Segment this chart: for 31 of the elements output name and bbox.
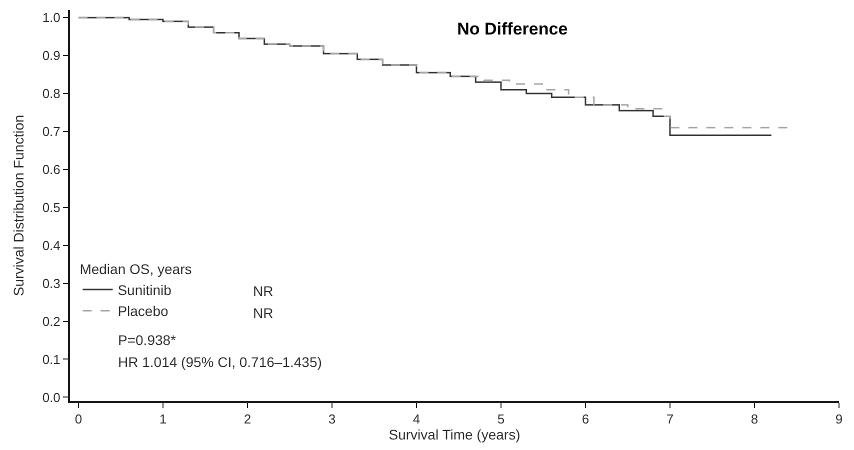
x-tick-label: 1 (159, 412, 167, 427)
y-tick-label: 0.3 (42, 276, 60, 291)
x-tick-label: 2 (244, 412, 252, 427)
x-tick-label: 5 (497, 412, 505, 427)
y-tick-label: 0.2 (42, 314, 60, 329)
x-tick-label: 4 (412, 412, 420, 427)
x-tick-label: 3 (328, 412, 336, 427)
annotation: HR 1.014 (95% CI, 0.716–1.435) (118, 354, 322, 370)
text: No Difference (457, 19, 568, 38)
y-axis-title: Survival Distribution Function (10, 114, 26, 296)
y-tick-label: 1.0 (42, 10, 60, 26)
y-tick-label: 0.8 (42, 86, 60, 102)
legend-label: Sunitinib (118, 282, 172, 298)
legend-title: Median OS, years (80, 260, 192, 277)
y-tick-label: 0.4 (42, 238, 60, 253)
legend-label: Placebo (118, 303, 168, 320)
y-tick-label: 0.9 (42, 48, 60, 64)
y-tick-label: 0.7 (42, 124, 60, 140)
x-tick-label: 6 (582, 412, 590, 427)
x-tick-label: 0 (74, 412, 82, 427)
annotation: NR (253, 283, 274, 299)
x-axis-title: Survival Time (years) (388, 426, 520, 443)
annotation: NR (253, 305, 274, 321)
y-tick-label: 0.0 (42, 390, 60, 405)
y-tick-label: 0.6 (42, 162, 60, 177)
y-tick-label: 0.5 (42, 200, 60, 215)
x-tick-label: 8 (750, 412, 758, 427)
annotation: P=0.938* (118, 332, 177, 348)
y-tick-label: 0.1 (42, 352, 60, 367)
x-tick-label: 7 (666, 412, 674, 427)
x-tick-label: 9 (835, 412, 843, 427)
